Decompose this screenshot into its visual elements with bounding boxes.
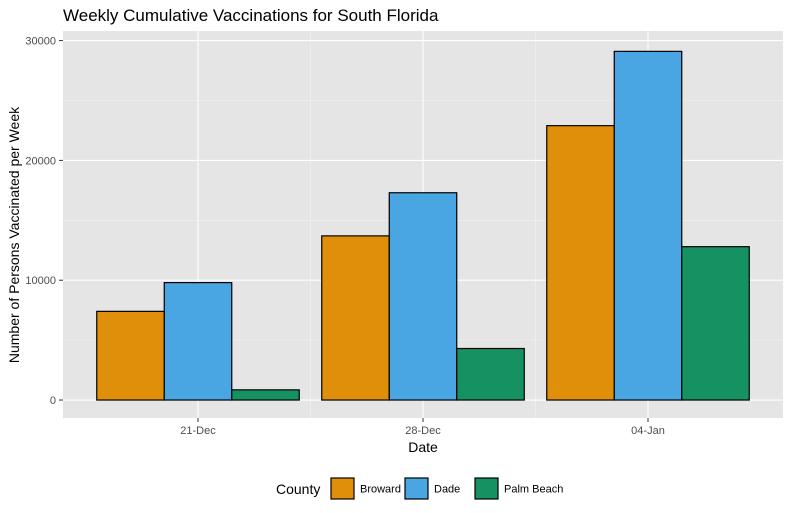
x-axis: 21-Dec 28-Dec 04-Jan (180, 418, 665, 437)
x-tick-label: 28-Dec (405, 425, 441, 437)
y-tick-label: 30000 (25, 36, 56, 48)
legend-key (474, 477, 499, 500)
bar (388, 192, 458, 401)
legend-key (330, 477, 355, 500)
y-tick-label: 0 (50, 395, 56, 407)
legend-label: Dade (434, 484, 460, 496)
legend-label: Palm Beach (504, 484, 563, 496)
legend-title: County (276, 481, 320, 497)
bar (321, 235, 390, 401)
x-axis-title: Date (408, 439, 438, 455)
y-tick-label: 10000 (25, 275, 56, 287)
bars (96, 50, 750, 401)
bar (456, 347, 525, 401)
x-tick-label: 21-Dec (180, 425, 216, 437)
bar (681, 246, 750, 401)
legend-label: Broward (360, 484, 401, 496)
bar (546, 125, 615, 401)
chart-title: Weekly Cumulative Vaccinations for South… (63, 6, 439, 25)
bar (231, 389, 300, 401)
y-axis: 0 10000 20000 30000 (25, 36, 63, 407)
legend: County Broward Dade Palm Beach (276, 477, 563, 500)
x-tick-label: 04-Jan (631, 425, 665, 437)
bar (613, 50, 683, 401)
bar (163, 282, 233, 401)
y-axis-title: Number of Persons Vaccinated per Week (6, 106, 22, 363)
legend-key (404, 477, 429, 500)
y-tick-label: 20000 (25, 155, 56, 167)
bar (96, 310, 165, 401)
